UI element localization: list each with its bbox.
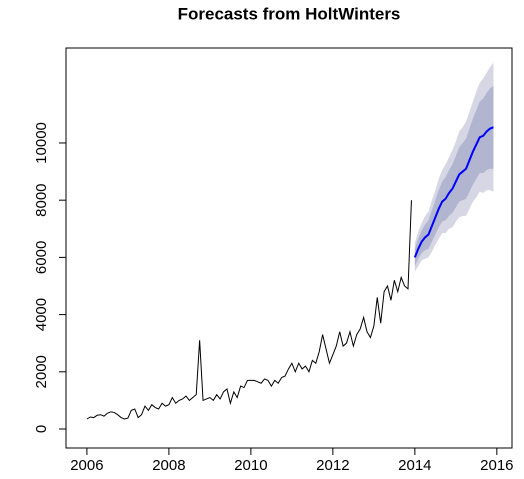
x-tick-label: 2008 xyxy=(152,457,185,474)
y-tick-label: 0 xyxy=(33,425,50,433)
y-tick-label: 6000 xyxy=(33,241,50,274)
observed-line xyxy=(86,200,412,420)
x-tick-label: 2016 xyxy=(480,457,513,474)
x-tick-label: 2006 xyxy=(70,457,103,474)
y-tick-label: 8000 xyxy=(33,183,50,216)
plot-frame xyxy=(65,47,513,449)
chart-title: Forecasts from HoltWinters xyxy=(178,4,401,23)
y-tick-label: 10000 xyxy=(33,122,50,164)
y-tick-label: 2000 xyxy=(33,355,50,388)
forecast-line xyxy=(413,126,494,258)
x-tick-label: 2014 xyxy=(398,457,431,474)
x-tick-label: 2010 xyxy=(234,457,267,474)
y-tick-label: 4000 xyxy=(33,298,50,331)
x-tick-label: 2012 xyxy=(316,457,349,474)
